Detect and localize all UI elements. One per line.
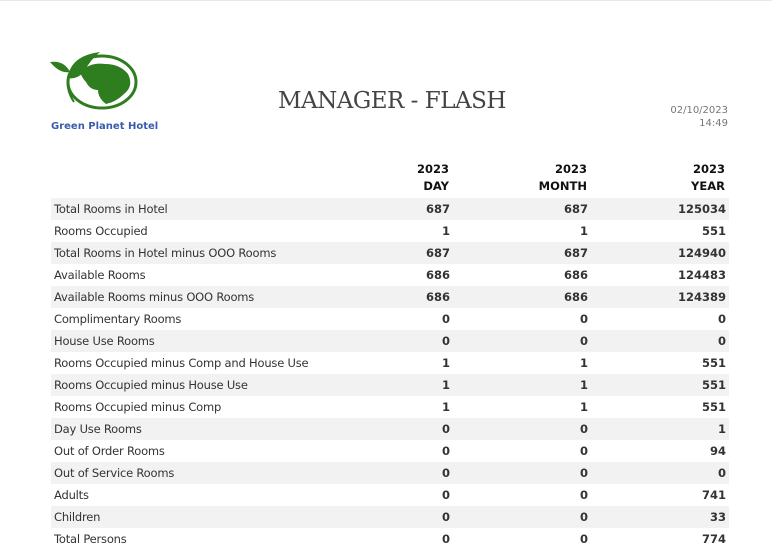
day-value: 686 [425, 268, 450, 282]
day-value: 687 [345, 242, 453, 264]
page-title: MANAGER - FLASH [278, 88, 506, 114]
day-value: 0 [441, 532, 450, 546]
row-label: Rooms Occupied [54, 224, 148, 238]
row-label: Total Rooms in Hotel [51, 198, 345, 220]
year-value: 0 [717, 312, 726, 326]
year-value: 124483 [677, 268, 726, 282]
month-value: 0 [579, 488, 588, 502]
row-label: Children [51, 506, 345, 528]
header-period: YEAR [691, 179, 725, 193]
year-value: 551 [591, 374, 729, 396]
table-row: Total Persons 0 0 774 [51, 528, 729, 550]
day-value: 0 [345, 330, 453, 352]
table-row: Out of Order Rooms 0 0 94 [51, 440, 729, 462]
day-value: 0 [441, 312, 450, 326]
month-value: 687 [453, 198, 591, 220]
day-value: 0 [345, 418, 453, 440]
year-value: 741 [701, 488, 726, 502]
month-value: 0 [453, 330, 591, 352]
flash-report-table: 2023 DAY 2023 MONTH 2023 YEAR Total Rooms i… [51, 158, 729, 550]
year-value: 774 [701, 532, 726, 546]
row-label: Rooms Occupied minus House Use [51, 374, 345, 396]
row-label: Available Rooms [54, 268, 146, 282]
month-value: 1 [579, 224, 588, 238]
year-value: 33 [591, 506, 729, 528]
hotel-name: Green Planet Hotel [51, 121, 159, 132]
globe-leaf-logo [50, 52, 138, 110]
table-row: Rooms Occupied 1 1 551 [51, 220, 729, 242]
day-value: 1 [441, 224, 450, 238]
month-value: 1 [579, 356, 588, 370]
table-row: Out of Service Rooms 0 0 0 [51, 462, 729, 484]
day-value: 687 [345, 198, 453, 220]
month-value: 686 [453, 286, 591, 308]
day-value: 686 [345, 286, 453, 308]
header-year-col: 2023 YEAR [591, 158, 729, 198]
table-row: Rooms Occupied minus Comp 1 1 551 [51, 396, 729, 418]
year-value: 125034 [591, 198, 729, 220]
day-value: 1 [441, 356, 450, 370]
year-value: 0 [591, 462, 729, 484]
header-period: MONTH [538, 179, 587, 193]
day-value: 1 [441, 400, 450, 414]
day-value: 0 [345, 462, 453, 484]
row-label: Available Rooms minus OOO Rooms [51, 286, 345, 308]
month-value: 0 [453, 462, 591, 484]
month-value: 1 [453, 374, 591, 396]
header-day: 2023 DAY [345, 158, 453, 198]
report-datetime: 02/10/2023 14:49 [670, 104, 728, 130]
header-month: 2023 MONTH [453, 158, 591, 198]
table-row: Rooms Occupied minus Comp and House Use 1… [51, 352, 729, 374]
row-label: Total Rooms in Hotel minus OOO Rooms [51, 242, 345, 264]
year-value: 124940 [591, 242, 729, 264]
table-row: Rooms Occupied minus House Use 1 1 551 [51, 374, 729, 396]
day-value: 0 [441, 488, 450, 502]
year-value: 551 [701, 356, 726, 370]
year-value: 551 [701, 400, 726, 414]
table-row: Available Rooms 686 686 124483 [51, 264, 729, 286]
year-value: 1 [591, 418, 729, 440]
report-time: 14:49 [699, 118, 728, 129]
year-value: 0 [591, 330, 729, 352]
table-row: Day Use Rooms 0 0 1 [51, 418, 729, 440]
header-year: 2023 [692, 162, 725, 176]
table-row: Adults 0 0 741 [51, 484, 729, 506]
month-value: 1 [579, 400, 588, 414]
row-label: House Use Rooms [51, 330, 345, 352]
day-value: 0 [441, 444, 450, 458]
table-row: Children 0 0 33 [51, 506, 729, 528]
row-label: Adults [54, 488, 89, 502]
month-value: 0 [453, 418, 591, 440]
month-value: 0 [453, 506, 591, 528]
month-value: 687 [453, 242, 591, 264]
header-year: 2023 [554, 162, 587, 176]
row-label: Out of Order Rooms [54, 444, 165, 458]
year-value: 94 [709, 444, 726, 458]
header-period: DAY [423, 179, 449, 193]
table-row: House Use Rooms 0 0 0 [51, 330, 729, 352]
table-row: Total Rooms in Hotel 687 687 125034 [51, 198, 729, 220]
day-value: 0 [345, 506, 453, 528]
day-value: 1 [345, 374, 453, 396]
table-row: Available Rooms minus OOO Rooms 686 686 124… [51, 286, 729, 308]
year-value: 551 [701, 224, 726, 238]
month-value: 686 [563, 268, 588, 282]
row-label: Out of Service Rooms [51, 462, 345, 484]
header-label [51, 158, 345, 198]
row-label: Total Persons [54, 532, 127, 546]
month-value: 0 [579, 532, 588, 546]
month-value: 0 [579, 312, 588, 326]
table-row: Total Rooms in Hotel minus OOO Rooms 687 6… [51, 242, 729, 264]
row-label: Complimentary Rooms [54, 312, 182, 326]
report-date: 02/10/2023 [670, 105, 728, 116]
header-year: 2023 [416, 162, 449, 176]
row-label: Rooms Occupied minus Comp [54, 400, 222, 414]
table-header: 2023 DAY 2023 MONTH 2023 YEAR [51, 158, 729, 198]
year-value: 124389 [591, 286, 729, 308]
top-divider [0, 0, 772, 1]
row-label: Day Use Rooms [51, 418, 345, 440]
row-label: Rooms Occupied minus Comp and House Use [54, 356, 309, 370]
table-row: Complimentary Rooms 0 0 0 [51, 308, 729, 330]
month-value: 0 [579, 444, 588, 458]
